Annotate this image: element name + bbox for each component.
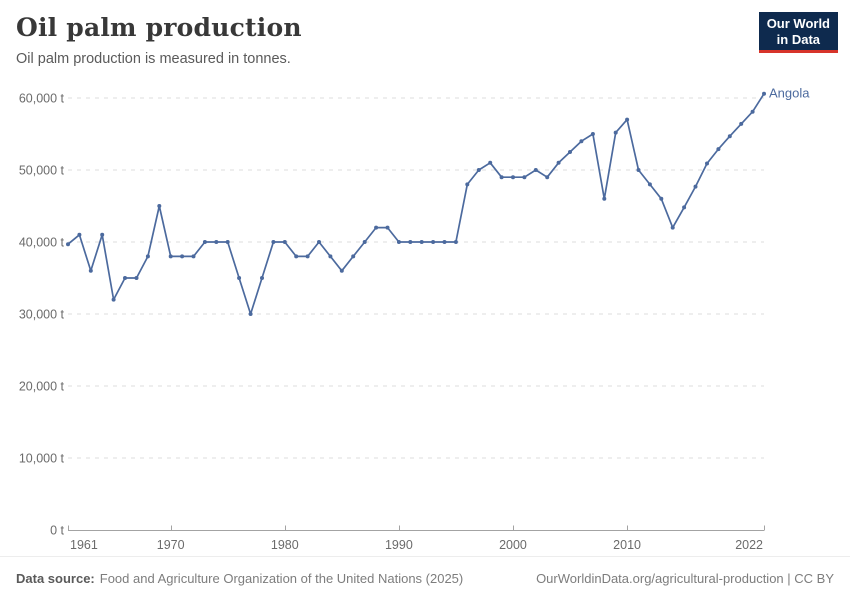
data-point-marker (396, 240, 401, 244)
y-tick-label: 30,000 t (19, 308, 65, 322)
page-title: Oil palm production (16, 13, 302, 42)
data-point-marker (705, 161, 709, 166)
data-point-marker (488, 160, 493, 165)
data-source: Data source: Food and Agriculture Organiz… (16, 571, 463, 586)
data-point-marker (625, 117, 630, 122)
data-point-marker (762, 91, 766, 96)
data-point-marker (670, 225, 675, 230)
y-tick-label: 0 t (50, 524, 64, 538)
data-point-marker (305, 254, 310, 259)
y-tick-label: 50,000 t (19, 164, 65, 178)
x-tick-label: 2022 (735, 538, 763, 552)
data-point-marker (88, 268, 93, 273)
chart-footer: Data source: Food and Agriculture Organiz… (0, 556, 850, 600)
data-point-marker (579, 139, 584, 144)
data-point-marker (431, 240, 436, 244)
data-source-label: Data source: (16, 571, 95, 586)
data-source-text: Food and Agriculture Organization of the… (99, 571, 464, 586)
data-point-marker (100, 232, 105, 237)
data-point-marker (602, 196, 607, 201)
data-point-marker (511, 175, 515, 180)
series-end-label: Angola (769, 86, 810, 101)
data-point-marker (499, 175, 504, 180)
data-point-marker (351, 254, 356, 259)
data-point-marker (362, 240, 367, 244)
data-point-marker (408, 240, 413, 244)
data-point-marker (545, 175, 550, 180)
chart-header: Oil palm production Oil palm production … (16, 13, 302, 67)
data-point-marker (522, 175, 527, 180)
data-point-marker (134, 276, 139, 280)
chart-subtitle: Oil palm production is measured in tonne… (16, 51, 291, 67)
data-point-marker (636, 168, 641, 172)
data-point-marker (214, 240, 219, 244)
data-point-marker (374, 225, 379, 230)
x-tick-label: 2000 (499, 538, 527, 552)
data-point-marker (225, 240, 230, 244)
x-tick-label: 1961 (70, 538, 98, 552)
data-point-marker (260, 276, 264, 280)
data-point-marker (202, 240, 207, 244)
data-point-marker (168, 254, 173, 259)
data-point-marker (716, 147, 721, 152)
y-tick-label: 40,000 t (19, 236, 65, 250)
data-point-marker (533, 168, 538, 172)
data-point-marker (111, 297, 116, 302)
data-point-marker (157, 204, 162, 208)
data-point-marker (659, 196, 664, 201)
data-point-marker (568, 150, 572, 154)
data-point-marker (419, 240, 424, 244)
data-point-marker (476, 168, 481, 172)
data-point-marker (237, 276, 242, 280)
owid-logo-line2: in Data (776, 32, 821, 47)
y-tick-label: 20,000 t (19, 380, 65, 394)
data-point-marker (613, 130, 618, 135)
data-point-marker (282, 240, 287, 244)
owid-logo: Our World in Data (758, 12, 838, 53)
data-point-marker (385, 225, 390, 230)
series-line (67, 92, 765, 315)
x-tick-label: 2010 (613, 538, 641, 552)
y-tick-label: 60,000 t (19, 92, 65, 106)
data-point-marker (453, 240, 458, 244)
data-point-marker (145, 254, 150, 259)
data-point-marker (66, 242, 70, 247)
data-point-marker (328, 254, 333, 259)
data-point-marker (750, 109, 755, 114)
data-point-marker (727, 134, 732, 139)
y-tick-label: 10,000 t (19, 452, 65, 466)
data-point-marker (442, 240, 447, 244)
data-point-marker (556, 160, 561, 165)
data-point-marker (682, 205, 687, 210)
license-note: OurWorldinData.org/agricultural-producti… (536, 571, 834, 586)
owid-logo-line1: Our World (766, 16, 830, 31)
data-point-marker (739, 121, 744, 126)
data-point-marker (317, 240, 321, 244)
data-point-marker (77, 232, 82, 237)
data-point-marker (647, 182, 652, 187)
data-point-marker (590, 132, 595, 136)
x-tick-label: 1970 (157, 538, 185, 552)
data-point-marker (693, 184, 698, 189)
data-point-marker (465, 182, 470, 187)
data-point-marker (248, 312, 253, 316)
data-point-marker (123, 276, 127, 280)
x-tick-label: 1980 (271, 538, 299, 552)
x-tick-label: 1990 (385, 538, 413, 552)
data-point-marker (294, 254, 299, 259)
data-point-marker (339, 268, 344, 273)
data-point-marker (180, 254, 185, 259)
data-point-marker (191, 254, 196, 259)
data-point-marker (271, 240, 276, 244)
